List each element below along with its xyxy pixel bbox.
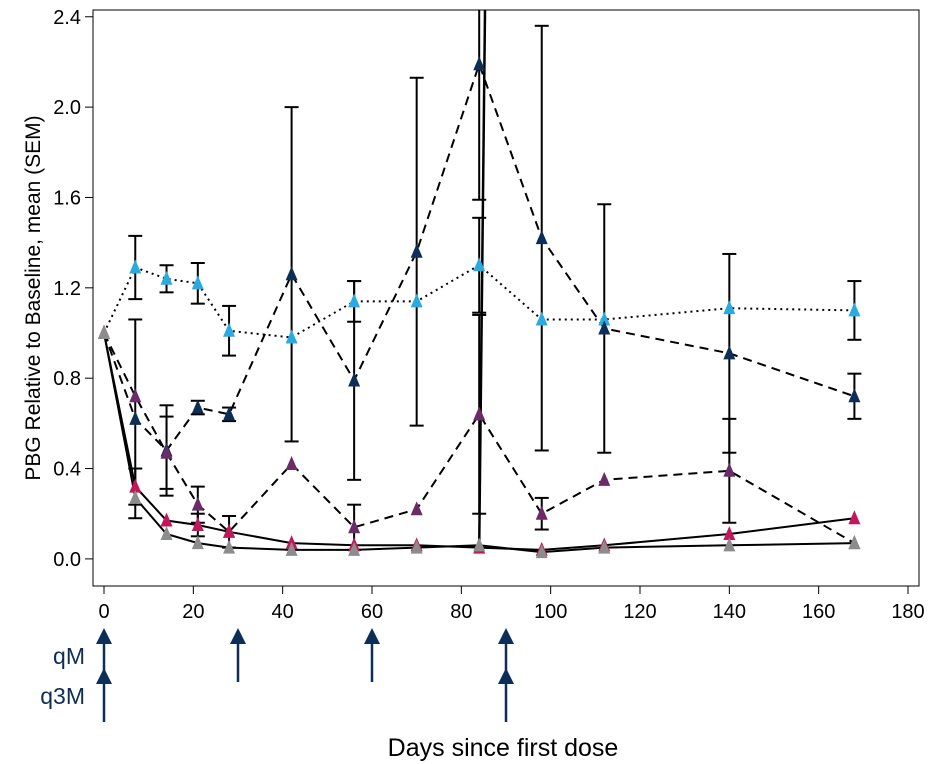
y-tick-label: 1.2: [53, 278, 81, 300]
x-tick-label: 80: [450, 601, 472, 623]
y-tick-label: 1.6: [53, 187, 81, 209]
y-tick-label: 2.0: [53, 97, 81, 119]
series-5-point: [848, 535, 861, 550]
x-tick-label: 100: [534, 601, 567, 623]
series-4-point: [848, 510, 861, 525]
series-1-point: [410, 293, 423, 308]
plot-frame: [92, 9, 920, 587]
series-1-point: [160, 270, 173, 285]
series-1-point: [191, 275, 204, 290]
series-5-point: [535, 544, 548, 559]
dose-arrow-head: [230, 628, 246, 644]
series-3-point: [535, 505, 548, 520]
y-tick-label: 0.4: [53, 459, 81, 481]
series-5-point: [410, 539, 423, 554]
y-tick-label: 2.4: [53, 7, 81, 29]
series-5-point: [723, 537, 736, 552]
series-3-point: [129, 388, 142, 403]
series-1-point: [473, 257, 486, 272]
series-2-point: [223, 406, 236, 421]
series-4-point: [191, 517, 204, 532]
series-5-point: [598, 539, 611, 554]
series-5-point: [191, 535, 204, 550]
series-1-point: [285, 329, 298, 344]
series-5-point: [348, 541, 361, 556]
dose-arrow-head: [96, 668, 112, 684]
y-tick-label: 0.0: [53, 549, 81, 571]
series-2-point: [535, 230, 548, 245]
series-5-point: [98, 325, 110, 340]
series-5-point: [129, 489, 142, 504]
series-4-point: [223, 523, 236, 538]
y-axis-label: PBG Relative to Baseline, mean (SEM): [22, 115, 45, 480]
series-2-point: [410, 243, 423, 258]
series-3-point: [473, 406, 486, 421]
series-1-point: [535, 311, 548, 326]
series-2-point: [848, 388, 861, 403]
series-1-point: [223, 322, 236, 337]
series-2-point: [129, 410, 142, 425]
series-2-point: [598, 320, 611, 335]
series-2-point: [473, 56, 486, 71]
series-3-point: [348, 519, 361, 534]
series-2-point: [723, 345, 736, 360]
series-1-point: [723, 300, 736, 315]
y-tick-label: 0.8: [53, 368, 81, 390]
dose-arrow-head: [498, 668, 514, 684]
series-5-point: [473, 537, 486, 552]
series-2-point: [285, 266, 298, 281]
dose-arrow-head: [364, 628, 380, 644]
series-3-point: [410, 501, 423, 516]
series-4-point: [723, 526, 736, 541]
x-tick-label: 140: [713, 601, 746, 623]
series-5-point: [285, 541, 298, 556]
series-2-point: [191, 399, 204, 414]
series-1-point: [848, 302, 861, 317]
series-3-point: [723, 462, 736, 477]
dose-arrow-head: [96, 628, 112, 644]
x-tick-label: 160: [802, 601, 835, 623]
x-tick-label: 40: [272, 601, 294, 623]
series-3-point: [191, 496, 204, 511]
series-5-point: [223, 539, 236, 554]
x-tick-label: 20: [182, 601, 204, 623]
series-3-point: [598, 471, 611, 486]
x-tick-label: 180: [891, 601, 924, 623]
dose-arrow-head: [498, 628, 514, 644]
x-tick-label: 60: [361, 601, 383, 623]
series-4-point: [160, 512, 173, 527]
dosing-label-q3m: q3M: [40, 683, 85, 709]
series-1-point: [598, 311, 611, 326]
series-4-point: [129, 478, 142, 493]
x-axis-label: Days since first dose: [388, 734, 619, 762]
dosing-label-qm: qM: [53, 643, 85, 669]
series-3-point: [160, 444, 173, 459]
series-1-point: [129, 259, 142, 274]
series-2-point: [348, 372, 361, 387]
series-5-point: [160, 526, 173, 541]
x-tick-label: 0: [98, 601, 109, 623]
series-3-point: [285, 456, 298, 471]
series-1-point: [348, 293, 361, 308]
x-tick-label: 120: [623, 601, 656, 623]
